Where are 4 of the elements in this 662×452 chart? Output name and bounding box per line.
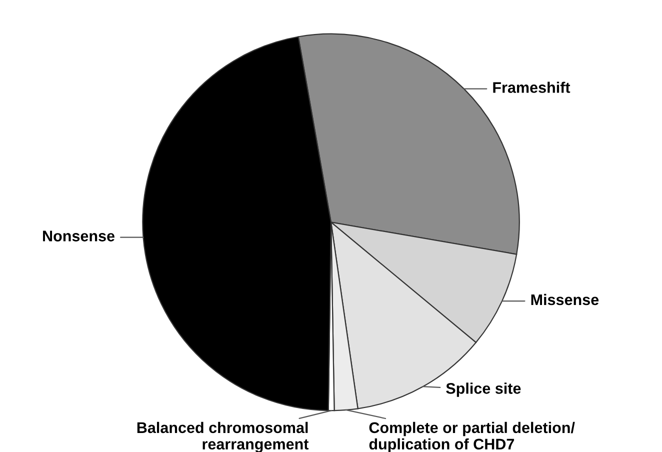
slice-label: Missense [531, 294, 599, 306]
slice-label: Splice site [446, 382, 521, 397]
slice-label: Nonsense [43, 230, 115, 242]
slice-label: Frameshift [493, 82, 570, 93]
